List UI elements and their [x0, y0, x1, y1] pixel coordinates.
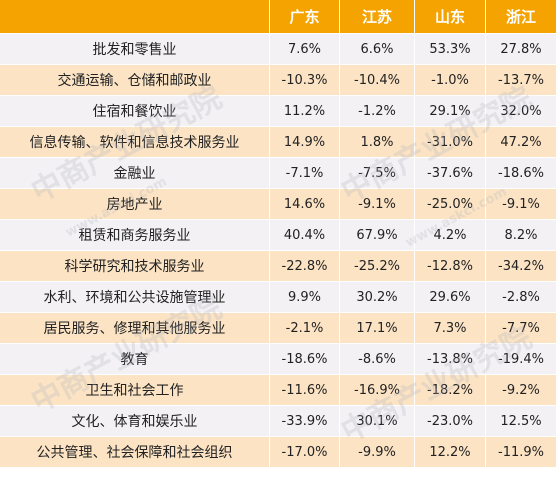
value-guangdong: -17.0% — [270, 437, 340, 468]
value-guangdong: 7.6% — [270, 34, 340, 65]
industry-name: 住宿和餐饮业 — [0, 96, 270, 127]
value-jiangsu: -9.9% — [340, 437, 415, 468]
value-shandong: -25.0% — [415, 189, 486, 220]
value-zhejiang: -2.8% — [486, 282, 556, 313]
table-row: 教育 -18.6% -8.6% -13.8% -19.4% — [0, 344, 556, 375]
value-zhejiang: 32.0% — [486, 96, 556, 127]
value-guangdong: 14.6% — [270, 189, 340, 220]
industry-name: 科学研究和技术服务业 — [0, 251, 270, 282]
value-zhejiang: -19.4% — [486, 344, 556, 375]
table-row: 信息传输、软件和信息技术服务业 14.9% 1.8% -31.0% 47.2% — [0, 127, 556, 158]
value-zhejiang: -18.6% — [486, 158, 556, 189]
value-jiangsu: 67.9% — [340, 220, 415, 251]
table-row: 住宿和餐饮业 11.2% -1.2% 29.1% 32.0% — [0, 96, 556, 127]
value-zhejiang: 8.2% — [486, 220, 556, 251]
table-row: 金融业 -7.1% -7.5% -37.6% -18.6% — [0, 158, 556, 189]
value-guangdong: -11.6% — [270, 375, 340, 406]
value-shandong: 4.2% — [415, 220, 486, 251]
value-jiangsu: -10.4% — [340, 65, 415, 96]
industry-name: 批发和零售业 — [0, 34, 270, 65]
header-zhejiang: 浙江 — [486, 0, 556, 34]
value-jiangsu: 30.2% — [340, 282, 415, 313]
table-row: 水利、环境和公共设施管理业 9.9% 30.2% 29.6% -2.8% — [0, 282, 556, 313]
value-zhejiang: 27.8% — [486, 34, 556, 65]
value-zhejiang: 12.5% — [486, 406, 556, 437]
value-shandong: -12.8% — [415, 251, 486, 282]
value-guangdong: -18.6% — [270, 344, 340, 375]
industry-name: 水利、环境和公共设施管理业 — [0, 282, 270, 313]
value-guangdong: -10.3% — [270, 65, 340, 96]
value-zhejiang: -9.2% — [486, 375, 556, 406]
value-zhejiang: -34.2% — [486, 251, 556, 282]
value-shandong: 29.1% — [415, 96, 486, 127]
industry-name: 教育 — [0, 344, 270, 375]
value-zhejiang: -7.7% — [486, 313, 556, 344]
value-guangdong: -7.1% — [270, 158, 340, 189]
table-row: 租赁和商务服务业 40.4% 67.9% 4.2% 8.2% — [0, 220, 556, 251]
industry-name: 交通运输、仓储和邮政业 — [0, 65, 270, 96]
table-row: 居民服务、修理和其他服务业 -2.1% 17.1% 7.3% -7.7% — [0, 313, 556, 344]
value-shandong: -37.6% — [415, 158, 486, 189]
value-jiangsu: 30.1% — [340, 406, 415, 437]
table-row: 批发和零售业 7.6% 6.6% 53.3% 27.8% — [0, 34, 556, 65]
value-guangdong: 11.2% — [270, 96, 340, 127]
industry-name: 信息传输、软件和信息技术服务业 — [0, 127, 270, 158]
value-guangdong: -22.8% — [270, 251, 340, 282]
value-shandong: -13.8% — [415, 344, 486, 375]
value-shandong: -31.0% — [415, 127, 486, 158]
industry-name: 租赁和商务服务业 — [0, 220, 270, 251]
industry-name: 居民服务、修理和其他服务业 — [0, 313, 270, 344]
header-shandong: 山东 — [415, 0, 486, 34]
value-zhejiang: -11.9% — [486, 437, 556, 468]
value-jiangsu: 17.1% — [340, 313, 415, 344]
value-jiangsu: 6.6% — [340, 34, 415, 65]
header-blank — [0, 0, 270, 34]
header-row: 广东 江苏 山东 浙江 — [0, 0, 556, 34]
table-row: 文化、体育和娱乐业 -33.9% 30.1% -23.0% 12.5% — [0, 406, 556, 437]
value-zhejiang: -9.1% — [486, 189, 556, 220]
industry-name: 公共管理、社会保障和社会组织 — [0, 437, 270, 468]
value-jiangsu: 1.8% — [340, 127, 415, 158]
value-guangdong: -33.9% — [270, 406, 340, 437]
header-jiangsu: 江苏 — [340, 0, 415, 34]
value-guangdong: 9.9% — [270, 282, 340, 313]
value-jiangsu: -9.1% — [340, 189, 415, 220]
value-zhejiang: -13.7% — [486, 65, 556, 96]
header-guangdong: 广东 — [270, 0, 340, 34]
value-jiangsu: -7.5% — [340, 158, 415, 189]
table-row: 房地产业 14.6% -9.1% -25.0% -9.1% — [0, 189, 556, 220]
value-guangdong: -2.1% — [270, 313, 340, 344]
table-row: 交通运输、仓储和邮政业 -10.3% -10.4% -1.0% -13.7% — [0, 65, 556, 96]
value-jiangsu: -1.2% — [340, 96, 415, 127]
value-shandong: -23.0% — [415, 406, 486, 437]
value-guangdong: 14.9% — [270, 127, 340, 158]
value-shandong: 29.6% — [415, 282, 486, 313]
value-zhejiang: 47.2% — [486, 127, 556, 158]
value-shandong: -1.0% — [415, 65, 486, 96]
value-shandong: 53.3% — [415, 34, 486, 65]
table-row: 卫生和社会工作 -11.6% -16.9% -18.2% -9.2% — [0, 375, 556, 406]
value-shandong: -18.2% — [415, 375, 486, 406]
table-row: 公共管理、社会保障和社会组织 -17.0% -9.9% 12.2% -11.9% — [0, 437, 556, 468]
table-row: 科学研究和技术服务业 -22.8% -25.2% -12.8% -34.2% — [0, 251, 556, 282]
industry-growth-table: 广东 江苏 山东 浙江 批发和零售业 7.6% 6.6% 53.3% 27.8%… — [0, 0, 556, 468]
industry-name: 卫生和社会工作 — [0, 375, 270, 406]
industry-name: 文化、体育和娱乐业 — [0, 406, 270, 437]
value-jiangsu: -8.6% — [340, 344, 415, 375]
value-shandong: 7.3% — [415, 313, 486, 344]
value-shandong: 12.2% — [415, 437, 486, 468]
industry-name: 金融业 — [0, 158, 270, 189]
value-guangdong: 40.4% — [270, 220, 340, 251]
value-jiangsu: -16.9% — [340, 375, 415, 406]
value-jiangsu: -25.2% — [340, 251, 415, 282]
industry-name: 房地产业 — [0, 189, 270, 220]
